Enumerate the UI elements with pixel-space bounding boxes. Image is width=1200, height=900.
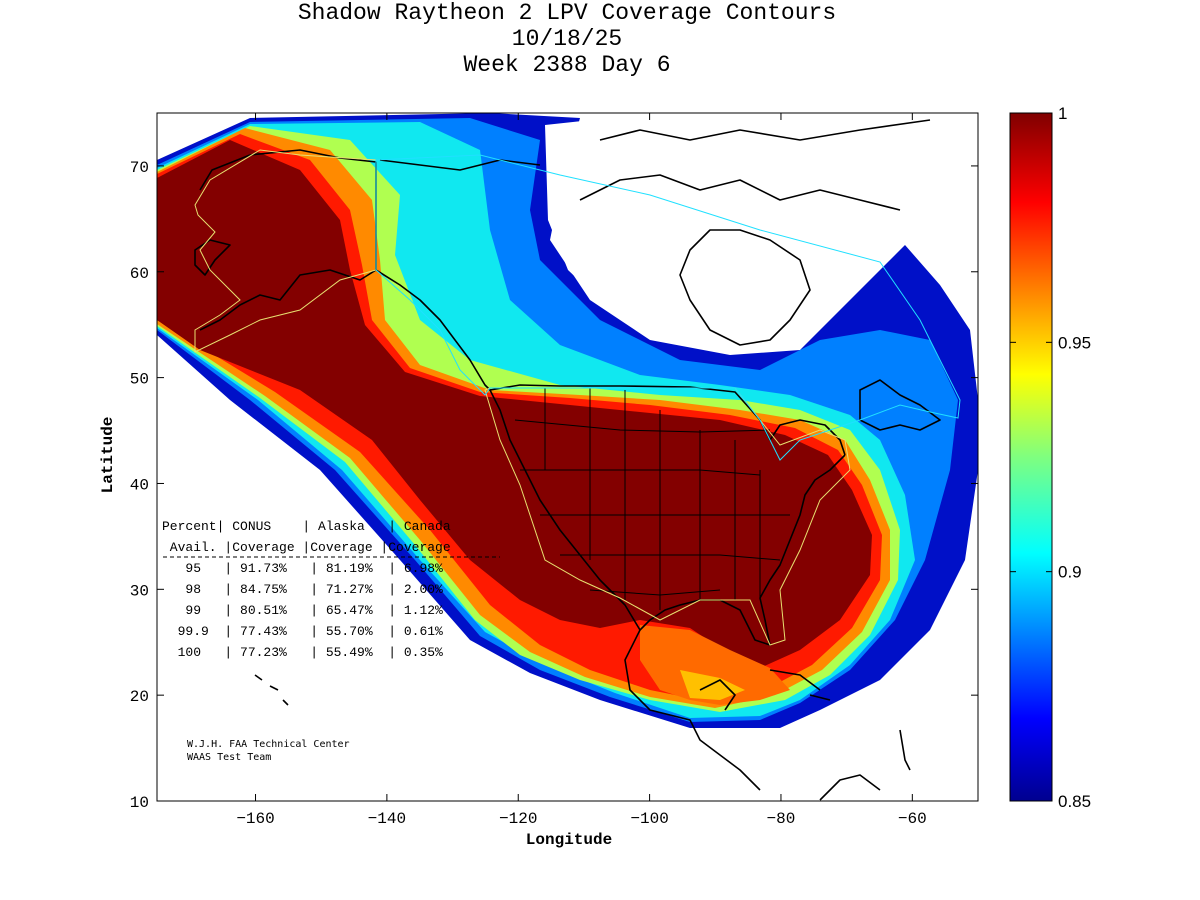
stats-row: 99.9 | 77.43% | 55.70% | 0.61% bbox=[162, 624, 443, 639]
y-tick-label: 10 bbox=[130, 794, 149, 812]
y-tick-label: 70 bbox=[130, 159, 149, 177]
y-axis-label: Latitude bbox=[99, 417, 117, 494]
y-axis: 10 20 30 40 50 60 70 bbox=[130, 159, 978, 812]
contour-gulf-orange bbox=[640, 625, 790, 705]
stats-header-row-1: Percent| CONUS | Alaska | Canada bbox=[162, 519, 451, 534]
x-axis-label: Longitude bbox=[526, 831, 612, 849]
x-tick-label: −160 bbox=[236, 810, 274, 828]
stats-row: 98 | 84.75% | 71.27% | 2.00% bbox=[162, 582, 443, 597]
canada-boundary bbox=[375, 154, 961, 461]
x-tick-label: −140 bbox=[368, 810, 406, 828]
stats-row: 95 | 91.73% | 81.19% | 6.98% bbox=[162, 561, 443, 576]
y-tick-label: 40 bbox=[130, 476, 149, 494]
stats-row: 99 | 80.51% | 65.47% | 1.12% bbox=[162, 603, 443, 618]
x-tick-label: −60 bbox=[898, 810, 927, 828]
y-tick-label: 50 bbox=[130, 371, 149, 389]
y-tick-label: 20 bbox=[130, 688, 149, 706]
plot-frame bbox=[156, 112, 979, 802]
stats-row: 100 | 77.23% | 55.49% | 0.35% bbox=[162, 645, 443, 660]
credit-line-2: WAAS Test Team bbox=[187, 752, 271, 763]
x-axis: −160 −140 −120 −100 −80 −60 bbox=[236, 113, 927, 828]
colorbar bbox=[1010, 113, 1052, 801]
credit-line-1: W.J.H. FAA Technical Center bbox=[187, 739, 350, 750]
colorbar-tick-label: 0.95 bbox=[1058, 333, 1091, 352]
chart-week-day: Week 2388 Day 6 bbox=[463, 52, 671, 78]
x-tick-label: −120 bbox=[499, 810, 537, 828]
colorbar-tick-label: 0.9 bbox=[1058, 563, 1082, 582]
chart-title: Shadow Raytheon 2 LPV Coverage Contours bbox=[297, 0, 837, 26]
x-tick-label: −100 bbox=[630, 810, 668, 828]
conus-boundary bbox=[484, 387, 851, 646]
no-coverage-region bbox=[545, 118, 870, 352]
coverage-map bbox=[157, 113, 978, 801]
colorbar-frame bbox=[1009, 112, 1053, 802]
alaska-boundary bbox=[194, 149, 377, 353]
stats-header-row-2: Avail. |Coverage |Coverage |Coverage bbox=[162, 540, 451, 555]
y-tick-label: 60 bbox=[130, 265, 149, 283]
colorbar-tick-label: 1 bbox=[1058, 104, 1067, 123]
y-tick-label: 30 bbox=[130, 582, 149, 600]
chart-date: 10/18/25 bbox=[511, 26, 623, 52]
x-tick-label: −80 bbox=[767, 810, 796, 828]
stats-rows: 95 | 91.73% | 81.19% | 6.98% 98 | 84.75%… bbox=[162, 561, 443, 660]
colorbar-tick-label: 0.85 bbox=[1058, 792, 1091, 811]
contour-gulf-yellow bbox=[680, 670, 745, 700]
region-boundaries bbox=[194, 149, 961, 646]
state-borders bbox=[514, 388, 790, 610]
colorbar-ticks: 0.85 0.9 0.95 1 bbox=[1010, 104, 1091, 811]
stats-table: Percent| CONUS | Alaska | Canada Avail. … bbox=[162, 519, 500, 660]
